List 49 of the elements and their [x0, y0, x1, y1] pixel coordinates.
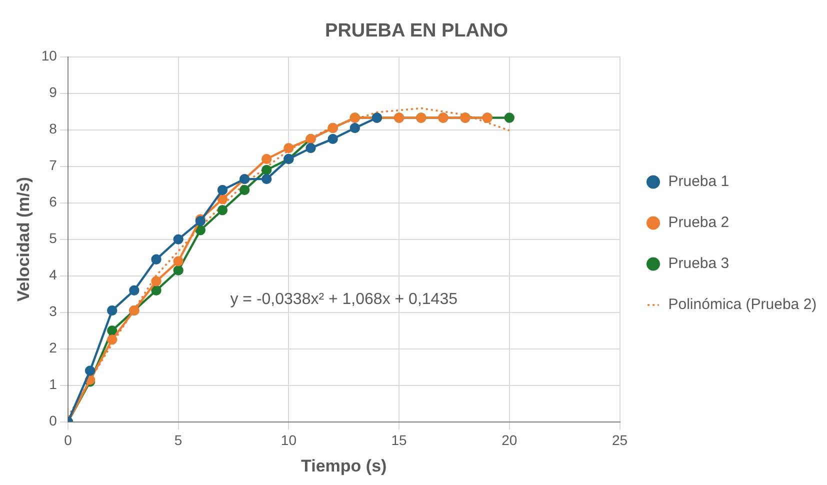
point: [217, 194, 228, 204]
y-axis-title: Velocidad (m/s): [14, 176, 33, 302]
y-tick-label: 4: [49, 266, 58, 283]
y-tick-label: 1: [49, 376, 58, 392]
point: [262, 164, 272, 176]
y-tick-label: 8: [49, 120, 58, 137]
point: [262, 154, 272, 164]
point: [239, 184, 250, 196]
point: [84, 366, 96, 376]
x-axis-title: Tiempo (s): [301, 456, 387, 476]
point: [328, 134, 338, 144]
point: [284, 142, 294, 154]
point: [107, 325, 118, 336]
point: [151, 285, 162, 296]
point: [217, 205, 228, 216]
x-tick-label: 15: [391, 432, 408, 448]
point: [173, 265, 184, 276]
x-tick-label: 20: [502, 432, 518, 448]
y-tick-label: 0: [49, 412, 58, 429]
y-tick-label: 2: [49, 340, 58, 356]
y-tick-label: 10: [41, 48, 58, 64]
y-tick-label: 3: [49, 303, 58, 320]
x-tick-label: 25: [612, 432, 628, 448]
point: [350, 122, 360, 134]
legend-label: Prueba 2: [668, 214, 730, 232]
x-tick-label: 5: [174, 432, 182, 448]
legend-label: Prueba 3: [668, 255, 730, 272]
chart-title: PRUEBA EN PLANO: [325, 20, 508, 42]
point: [173, 234, 184, 244]
point: [107, 305, 118, 316]
y-tick-label: 6: [49, 194, 58, 210]
point: [217, 184, 228, 196]
point: [151, 254, 162, 264]
legend-label: Prueba 1: [668, 173, 730, 190]
point: [504, 112, 514, 123]
point: [195, 225, 206, 236]
x-tick-label: 10: [280, 432, 297, 448]
point: [173, 256, 184, 266]
legend-label: Polinómica (Prueba 2): [668, 296, 817, 314]
point: [262, 174, 272, 184]
point: [107, 334, 118, 345]
point: [151, 276, 162, 286]
y-tick-label: 7: [49, 157, 58, 174]
annotation: y = -0,0338x² + 1,068x + 0,1435: [230, 290, 458, 308]
y-tick-label: 9: [49, 84, 58, 100]
point: [129, 285, 140, 296]
point: [306, 142, 316, 154]
y-tick-label: 5: [49, 230, 58, 246]
x-tick-label: 0: [64, 432, 72, 448]
